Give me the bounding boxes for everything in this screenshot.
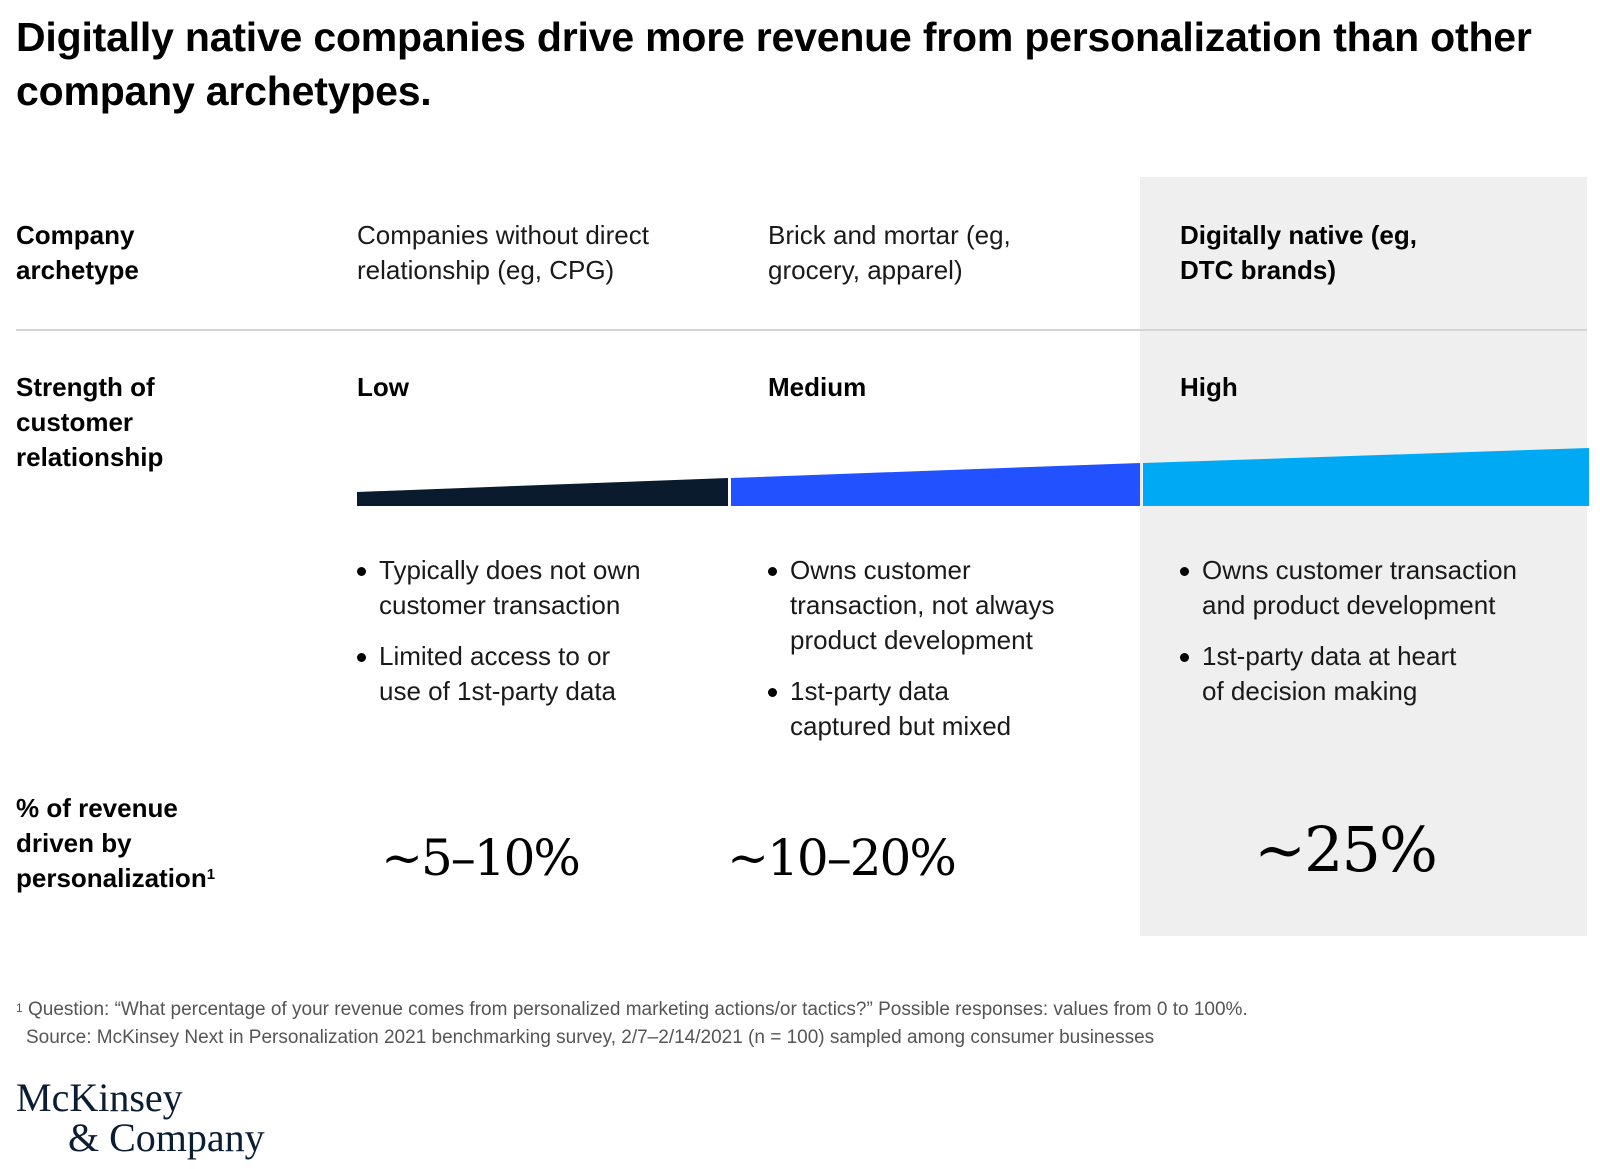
row-label-archetype-line: Company — [16, 220, 135, 250]
footnote-source: Source: McKinsey Next in Personalization… — [26, 1027, 1155, 1048]
column-header-line: relationship (eg, CPG) — [357, 255, 615, 285]
strength-level-medium: Medium — [768, 372, 867, 402]
bullet-line: captured but mixed — [790, 711, 1012, 741]
bullet-line: customer transaction — [379, 590, 621, 620]
strength-level-low: Low — [357, 372, 409, 402]
bullet-list-digitally-native: Owns customer transaction and product de… — [1180, 553, 1580, 725]
footnote-question: Question: “What percentage of your reven… — [27, 999, 1248, 1020]
footnote-marker: 1 — [206, 866, 216, 883]
logo-line: & Company — [68, 1115, 265, 1160]
list-item: Owns customer transaction, not always pr… — [768, 553, 1128, 658]
bullet-line: 1st-party data — [790, 676, 949, 706]
bullet-line: transaction, not always — [790, 590, 1055, 620]
footnote-question-line: 1 Question: “What percentage of your rev… — [16, 996, 1248, 1024]
strength-level-high: High — [1180, 372, 1238, 402]
row-label-revenue-line: % of revenue — [16, 793, 178, 823]
bullet-dot — [357, 567, 366, 576]
footnote-mark: 1 — [16, 1001, 23, 1015]
strength-bar-low — [357, 478, 728, 506]
row-label-revenue-text: personalization — [16, 863, 207, 893]
footnote: 1 Question: “What percentage of your rev… — [16, 996, 1248, 1052]
bullet-line: and product development — [1202, 590, 1496, 620]
strength-bar-medium — [731, 463, 1140, 506]
list-item: 1st-party data at heart of decision maki… — [1180, 639, 1580, 709]
column-header-line: Companies without direct — [357, 220, 649, 250]
bullet-line: product development — [790, 625, 1033, 655]
list-item: Owns customer transaction and product de… — [1180, 553, 1580, 623]
bullet-line: Typically does not own — [379, 555, 641, 585]
row-label-revenue-line: personalization1 — [16, 861, 215, 896]
column-header-line: Digitally native (eg, — [1180, 220, 1417, 250]
bullet-dot — [768, 688, 777, 697]
column-header-line: grocery, apparel) — [768, 255, 963, 285]
bullet-line: use of 1st-party data — [379, 676, 617, 706]
row-label-strength-line: customer — [16, 407, 134, 437]
bullet-line: Owns customer transaction — [1202, 555, 1518, 585]
bullet-list-no-direct: Typically does not own customer transact… — [357, 553, 717, 725]
bullet-line: 1st-party data at heart — [1202, 641, 1457, 671]
row-label-archetype: Company archetype — [16, 218, 139, 288]
column-header-line: DTC brands) — [1180, 255, 1336, 285]
list-item: Typically does not own customer transact… — [357, 553, 717, 623]
column-header-brick-mortar: Brick and mortar (eg, grocery, apparel) — [768, 218, 1011, 288]
page-title: Digitally native companies drive more re… — [16, 14, 1532, 114]
bullet-list-brick-mortar: Owns customer transaction, not always pr… — [768, 553, 1128, 760]
row-label-strength: Strength of customer relationship — [16, 370, 163, 475]
list-item: 1st-party data captured but mixed — [768, 674, 1128, 744]
column-header-no-direct: Companies without direct relationship (e… — [357, 218, 649, 288]
row-label-strength-line: relationship — [16, 442, 164, 472]
highlight-panel — [1140, 177, 1587, 936]
column-header-line: Brick and mortar (eg, — [768, 220, 1011, 250]
bullet-dot — [768, 567, 777, 576]
row-label-revenue: % of revenue driven by personalization1 — [16, 791, 215, 896]
strength-bar-high — [1143, 448, 1589, 506]
column-header-digitally-native: Digitally native (eg, DTC brands) — [1180, 218, 1417, 288]
list-item: Limited access to or use of 1st-party da… — [357, 639, 717, 709]
logo-line: McKinsey — [16, 1075, 183, 1120]
row-label-archetype-line: archetype — [16, 255, 139, 285]
bullet-dot — [1180, 653, 1189, 662]
revenue-value-low: ~5–10% — [381, 829, 581, 887]
bullet-line: Limited access to or — [379, 641, 611, 671]
bullet-dot — [357, 653, 366, 662]
row-label-strength-line: Strength of — [16, 372, 155, 402]
mckinsey-logo: McKinsey & Company — [16, 1078, 265, 1158]
bullet-line: Owns customer — [790, 555, 971, 585]
row-label-revenue-line: driven by — [16, 828, 132, 858]
bullet-dot — [1180, 567, 1189, 576]
strength-wedge — [357, 448, 1589, 506]
revenue-value-medium: ~10–20% — [727, 829, 957, 887]
bullet-line: of decision making — [1202, 676, 1418, 706]
revenue-value-high: ~25% — [1254, 813, 1438, 886]
header-divider — [16, 329, 1587, 331]
